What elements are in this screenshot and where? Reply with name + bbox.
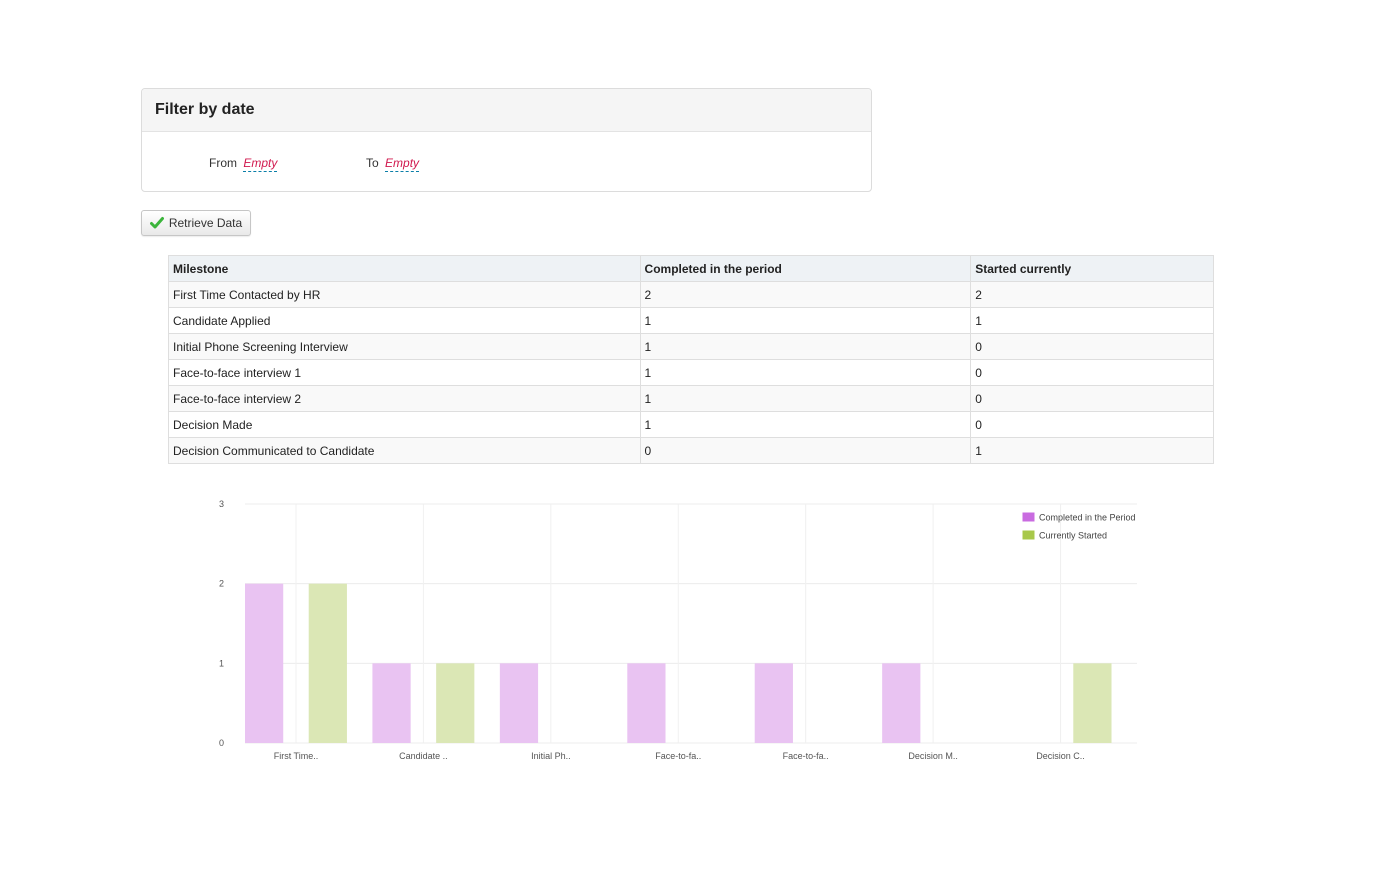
retrieve-data-button[interactable]: Retrieve Data <box>141 210 251 236</box>
chart-svg: 0 1 2 3 First Time.. Candidate .. Initial Ph..… <box>219 499 1137 761</box>
from-field: From Empty <box>209 156 278 172</box>
cell-started: 0 <box>970 333 1214 360</box>
from-label: From <box>209 156 237 170</box>
x-tick-label: Candidate .. <box>399 751 448 761</box>
cell-milestone: Decision Communicated to Candidate <box>168 437 641 464</box>
cell-milestone: Decision Made <box>168 411 641 438</box>
x-tick-label: First Time.. <box>274 751 319 761</box>
table-row: Decision Communicated to Candidate 0 1 <box>168 437 1214 464</box>
check-icon <box>149 216 164 230</box>
y-tick-label: 2 <box>219 579 224 589</box>
cell-started: 0 <box>970 411 1214 438</box>
cell-milestone: First Time Contacted by HR <box>168 281 641 308</box>
filter-panel: Filter by date From Empty To Empty <box>141 88 872 192</box>
table-row: First Time Contacted by HR 2 2 <box>168 281 1214 308</box>
from-date-editable[interactable]: Empty <box>243 156 278 172</box>
cell-completed: 1 <box>639 385 972 412</box>
chart-bar <box>627 663 666 743</box>
x-tick-label: Face-to-fa.. <box>655 751 701 761</box>
cell-completed: 1 <box>639 333 972 360</box>
milestones-table: Milestone Completed in the period Starte… <box>168 255 1214 464</box>
cell-completed: 1 <box>639 307 972 334</box>
y-tick-label: 3 <box>219 499 224 509</box>
column-header-milestone: Milestone <box>168 255 641 282</box>
filter-header: Filter by date <box>142 89 871 132</box>
filter-title: Filter by date <box>155 101 255 118</box>
chart-bar <box>372 663 411 743</box>
legend-swatch <box>1021 529 1036 541</box>
chart-bar <box>754 663 793 743</box>
cell-milestone: Candidate Applied <box>168 307 641 334</box>
cell-completed: 0 <box>639 437 972 464</box>
table-row: Decision Made 1 0 <box>168 411 1214 438</box>
x-tick-label: Face-to-fa.. <box>783 751 829 761</box>
cell-started: 0 <box>970 359 1214 386</box>
x-tick-label: Initial Ph.. <box>531 751 571 761</box>
table-row: Initial Phone Screening Interview 1 0 <box>168 333 1214 360</box>
to-date-editable[interactable]: Empty <box>385 156 420 172</box>
column-header-started: Started currently <box>970 255 1214 282</box>
cell-milestone: Face-to-face interview 2 <box>168 385 641 412</box>
chart-bar <box>436 663 475 743</box>
cell-milestone: Face-to-face interview 1 <box>168 359 641 386</box>
cell-started: 1 <box>970 307 1214 334</box>
column-header-completed: Completed in the period <box>639 255 972 282</box>
cell-completed: 1 <box>639 359 972 386</box>
to-field: To Empty <box>366 156 420 172</box>
cell-started: 0 <box>970 385 1214 412</box>
milestone-bar-chart: 0 1 2 3 First Time.. Candidate .. Initial Ph..… <box>200 490 1160 780</box>
table-header-row: Milestone Completed in the period Starte… <box>168 255 1214 282</box>
cell-milestone: Initial Phone Screening Interview <box>168 333 641 360</box>
table-row: Candidate Applied 1 1 <box>168 307 1214 334</box>
chart-bar <box>245 583 284 743</box>
chart-bar <box>308 583 347 743</box>
legend-label: Currently Started <box>1039 531 1107 541</box>
to-label: To <box>366 156 379 170</box>
cell-started: 1 <box>970 437 1214 464</box>
chart-bar <box>882 663 921 743</box>
chart-bar <box>499 663 539 743</box>
x-tick-label: Decision M.. <box>908 751 958 761</box>
retrieve-data-label: Retrieve Data <box>168 216 243 230</box>
cell-completed: 1 <box>639 411 972 438</box>
legend-swatch <box>1021 511 1036 523</box>
y-tick-label: 0 <box>219 738 224 748</box>
x-tick-label: Decision C.. <box>1036 751 1085 761</box>
legend-label: Completed in the Period <box>1039 513 1136 523</box>
cell-started: 2 <box>970 281 1214 308</box>
chart-bar <box>1073 663 1112 743</box>
cell-completed: 2 <box>639 281 972 308</box>
y-tick-label: 1 <box>219 658 224 668</box>
